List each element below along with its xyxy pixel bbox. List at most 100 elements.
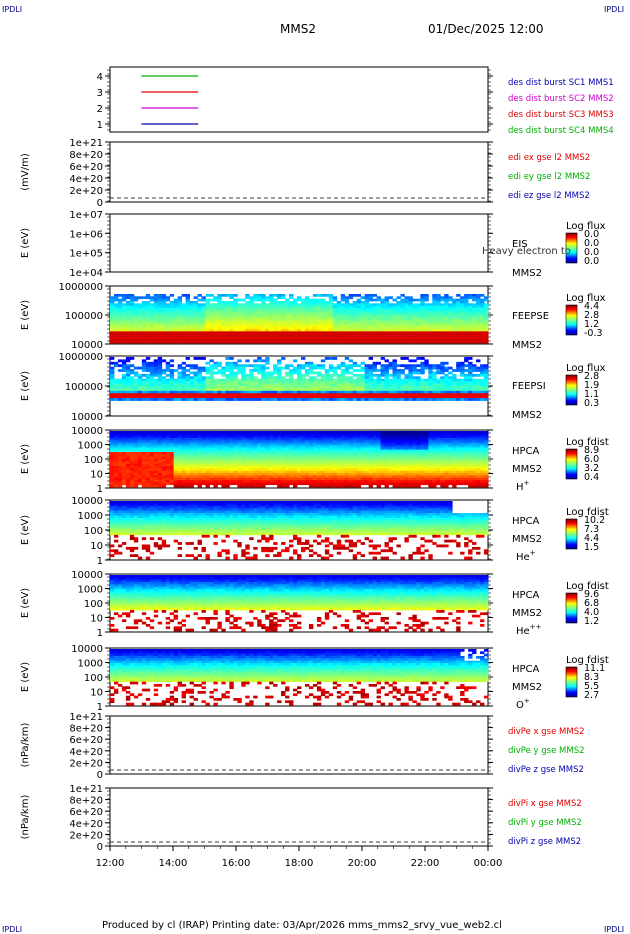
heatmap-cell — [316, 433, 322, 437]
heatmap-cell — [360, 331, 366, 335]
heatmap-cell — [177, 477, 183, 481]
heatmap-cell — [137, 445, 143, 448]
heatmap-cell — [364, 294, 370, 297]
heatmap-cell — [110, 390, 115, 394]
heatmap-cell — [265, 438, 270, 441]
heatmap-cell — [161, 301, 167, 304]
heatmap-cell — [480, 305, 485, 309]
heatmap-cell — [265, 376, 270, 380]
heatmap-cell — [133, 312, 139, 316]
heatmap-cell — [336, 340, 342, 344]
heatmap-cell — [141, 454, 147, 458]
heatmap-cell — [141, 461, 147, 465]
heatmap-cell — [304, 364, 310, 368]
heatmap-cell — [233, 340, 238, 344]
heatmap-cell — [277, 388, 282, 392]
heatmap-cell — [273, 388, 278, 392]
heatmap-cell — [209, 463, 214, 467]
heatmap-cell — [141, 470, 147, 474]
heatmap-cell — [444, 333, 449, 337]
heatmap-cell — [269, 463, 274, 467]
heatmap-cell — [316, 395, 322, 399]
heatmap-cell — [304, 482, 310, 486]
heatmap-cell — [304, 336, 310, 339]
heatmap-cell — [344, 371, 350, 375]
heatmap-cell — [237, 317, 242, 321]
heatmap-cell — [269, 431, 274, 434]
heatmap-cell — [133, 373, 139, 377]
heatmap-cell — [460, 303, 465, 307]
heatmap-cell — [400, 305, 405, 309]
heatmap-cell — [468, 393, 473, 397]
heatmap-cell — [161, 449, 167, 453]
heatmap-cell — [125, 459, 131, 462]
heatmap-cell — [440, 298, 445, 302]
heatmap-cell — [316, 445, 322, 448]
heatmap-cell — [360, 390, 366, 394]
heatmap-cell — [269, 326, 274, 330]
heatmap-cell — [205, 390, 210, 394]
heatmap-cell — [293, 484, 298, 488]
heatmap-cell — [185, 308, 190, 311]
heatmap-cell — [448, 298, 453, 302]
heatmap-cell — [404, 364, 409, 368]
heatmap-cell — [249, 456, 254, 460]
heatmap-cell — [368, 340, 374, 344]
heatmap-cell — [308, 433, 314, 437]
heatmap-cell — [153, 468, 159, 472]
heatmap-cell — [360, 369, 366, 372]
heatmap-cell — [137, 431, 143, 434]
heatmap-cell — [420, 381, 425, 384]
heatmap-cell — [424, 359, 429, 363]
heatmap-cell — [304, 312, 310, 316]
heatmap-cell — [336, 319, 342, 323]
heatmap-cell — [420, 305, 425, 309]
heatmap-cell — [185, 482, 190, 486]
heatmap-cell — [165, 475, 171, 479]
heatmap-cell — [153, 398, 159, 401]
heatmap-cell — [396, 393, 401, 397]
heatmap-cell — [181, 463, 186, 467]
heatmap-cell — [257, 322, 262, 325]
heatmap-cell — [356, 336, 362, 339]
heatmap-cell — [265, 435, 270, 439]
heatmap-cell — [293, 340, 298, 344]
heatmap-cell — [153, 466, 159, 469]
heatmap-cell — [245, 431, 250, 434]
heatmap-cell — [436, 315, 441, 318]
heatmap-cell — [225, 438, 230, 441]
heatmap-cell — [189, 340, 194, 344]
heatmap-cell — [209, 319, 214, 323]
heatmap-cell — [161, 329, 167, 332]
heatmap-cell — [344, 381, 350, 384]
heatmap-cell — [364, 319, 370, 323]
heatmap-cell — [181, 390, 186, 394]
heatmap-cell — [229, 364, 234, 368]
heatmap-cell — [340, 447, 346, 451]
heatmap-cell — [181, 376, 186, 380]
heatmap-cell — [300, 298, 306, 302]
heatmap-cell — [209, 482, 214, 486]
heatmap-cell — [436, 331, 441, 335]
heatmap-cell — [472, 381, 477, 384]
heatmap-cell — [110, 324, 115, 328]
heatmap-cell — [400, 393, 405, 397]
heatmap-cell — [364, 376, 370, 380]
heatmap-cell — [424, 381, 429, 384]
heatmap-cell — [237, 303, 242, 307]
heatmap-cell — [189, 336, 194, 339]
heatmap-cell — [201, 378, 206, 382]
heatmap-cell — [300, 310, 306, 314]
heatmap-cell — [249, 440, 254, 444]
heatmap-cell — [396, 308, 401, 311]
heatmap-cell — [129, 480, 135, 483]
heatmap-cell — [149, 376, 155, 380]
heatmap-cell — [432, 376, 437, 380]
heatmap-cell — [185, 324, 190, 328]
colorbar-tick-label: 0.3 — [584, 398, 599, 409]
heatmap-cell — [372, 303, 377, 307]
heatmap-cell — [117, 369, 123, 372]
heatmap-cell — [189, 324, 194, 328]
heatmap-cell — [261, 475, 266, 479]
heatmap-cell — [110, 381, 115, 384]
